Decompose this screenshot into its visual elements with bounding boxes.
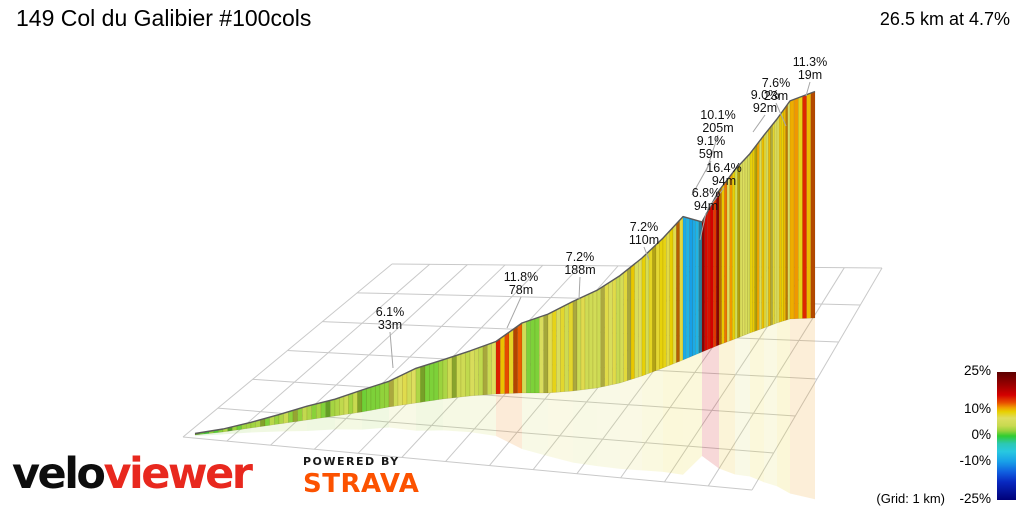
grid-scale-note: (Grid: 1 km) [876,491,945,506]
legend-tick: 25% [963,363,991,378]
climb-annotation: 9.1% 59m [697,134,726,161]
annotation-leader [805,81,811,97]
legend-tick: 0% [971,427,991,442]
page-title: 149 Col du Galibier #100cols [16,5,312,31]
annotation-leader [578,276,581,300]
climb-annotation: 7.2% 188m [564,250,595,277]
ride-summary: 26.5 km at 4.7% [879,9,1010,29]
climb-annotation: 6.1% 33m [376,305,405,332]
climb-annotation: 16.4% 94m [706,161,741,188]
profile-ridge [194,90,816,435]
legend-tick: 10% [963,401,991,417]
climb-annotation: 10.1% 205m [700,108,735,135]
annotation-leader [691,160,712,196]
profile-reflection [195,318,815,500]
legend-tick: -10% [959,452,991,468]
annotation-leader [643,246,650,261]
climb-annotation: 9.0% 92m [751,88,780,115]
climb-annotation: 7.6% 23m [762,76,791,103]
veloviewer-logo-viewer: viewer [103,449,253,499]
climb-annotation: 11.3% 19m [793,55,828,82]
climb-annotation: 6.8% 94m [692,186,721,213]
annotation-leaders [389,81,811,369]
powered-by-label: POWERED BY [303,455,400,468]
annotation-leader [389,331,394,369]
powered-by-strava[interactable]: POWERED BY STRAVA [303,455,419,499]
climb-annotation: 11.8% 78m [504,270,539,297]
annotation-leader [752,114,766,133]
strava-logo: STRAVA [303,469,420,499]
annotation-leader [699,212,707,241]
annotation-leader [506,296,522,329]
veloviewer-logo[interactable]: veloviewer [12,444,253,504]
annotation-leader [775,102,787,127]
legend-tick: -25% [959,491,991,506]
climb-annotation: 7.2% 110m [629,220,659,247]
veloviewer-logo-velo: velo [12,449,106,499]
gradient-legend-colorbar [997,372,1016,500]
annotation-leader [706,187,725,211]
